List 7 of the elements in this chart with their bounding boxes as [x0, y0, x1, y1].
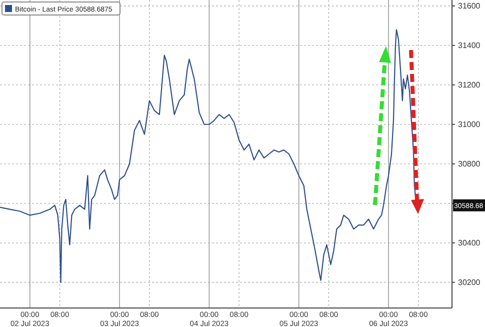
- y-tick-label: 30400: [458, 238, 481, 248]
- y-tick-label: 30200: [458, 278, 481, 288]
- y-tick-label: 31200: [458, 80, 481, 90]
- y-tick-label: 31000: [458, 120, 481, 130]
- y-tick-label: 31600: [458, 2, 481, 11]
- y-tick-label: 31400: [458, 41, 481, 50]
- y-tick-label: 30800: [458, 160, 481, 169]
